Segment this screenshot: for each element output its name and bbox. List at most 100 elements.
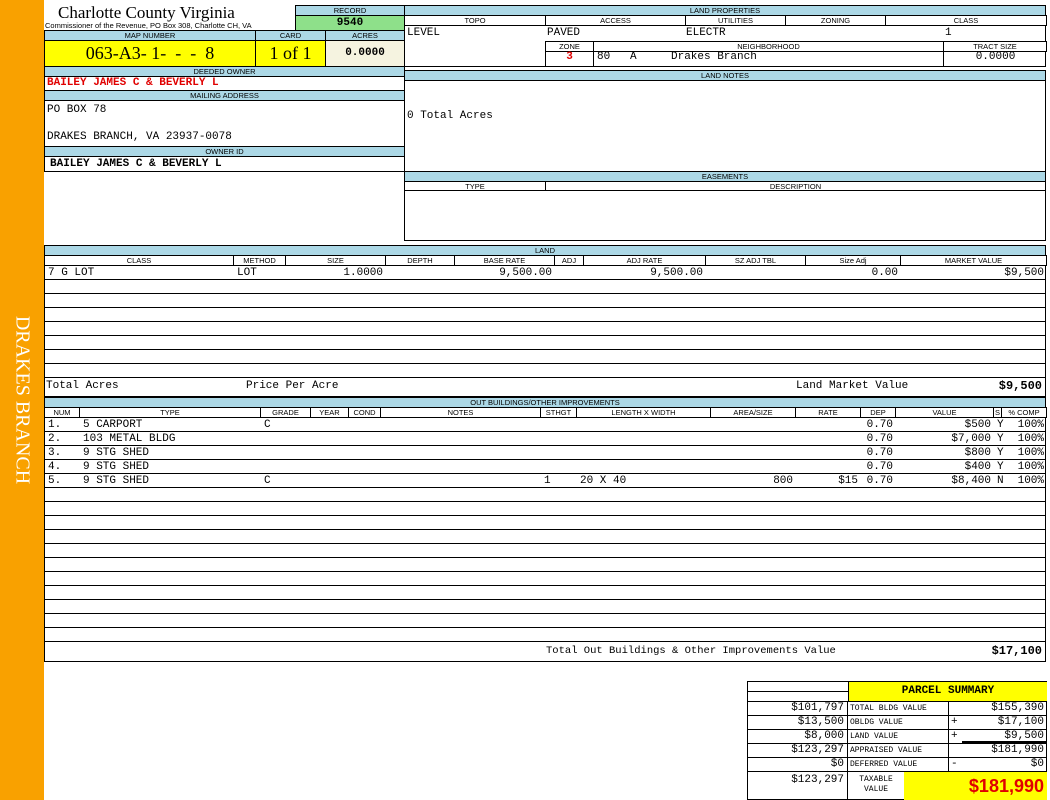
table-cell: Y <box>997 433 1004 445</box>
column-header: TYPE <box>79 407 261 418</box>
column-header: VALUE <box>895 407 994 418</box>
table-row <box>45 350 1045 364</box>
access-value: PAVED <box>547 27 581 39</box>
zone-value: 3 <box>545 51 594 67</box>
sidebar: DRAKES BRANCH <box>0 0 44 800</box>
table-cell: LOT <box>237 267 257 279</box>
address-line-2: DRAKES BRANCH, VA 23937-0078 <box>47 131 232 143</box>
table-row <box>45 280 1045 294</box>
outbuildings-table: NUM TYPE GRADE YEAR COND NOTES STHGT LENGTH X W… <box>44 407 1047 662</box>
summary-value: $155,390 <box>962 702 1047 716</box>
card-number: 1 of 1 <box>255 40 326 67</box>
deeded-owner: BAILEY JAMES C & BEVERLY L <box>44 76 405 91</box>
table-cell: 9 STG SHED <box>83 475 150 487</box>
access-label: ACCESS <box>545 15 686 26</box>
summary-label: LAND VALUE <box>848 730 948 744</box>
column-header: STHGT <box>540 407 577 418</box>
column-header: NUM <box>44 407 80 418</box>
column-header: SZ ADJ TBL <box>705 255 806 266</box>
page-subtitle: Commissioner of the Revenue, PO Box 308,… <box>45 21 252 30</box>
summary-operator <box>948 702 962 716</box>
column-header: % COMP <box>1001 407 1047 418</box>
table-cell: Y <box>997 419 1004 431</box>
table-cell: 100% <box>1017 433 1044 445</box>
mailing-address: PO BOX 78 DRAKES BRANCH, VA 23937-0078 <box>44 100 405 147</box>
table-row <box>45 488 1045 502</box>
table-row <box>45 322 1045 336</box>
table-cell: 2. <box>48 433 62 445</box>
table-cell: 1.0000 <box>343 267 383 279</box>
summary-operator <box>948 744 962 758</box>
owner-id: BAILEY JAMES C & BEVERLY L <box>44 156 405 172</box>
table-cell: 1 <box>544 475 551 487</box>
summary-value: $17,100 <box>962 716 1047 730</box>
topo-label: TOPO <box>404 15 546 26</box>
table-cell: 7 G LOT <box>48 267 95 279</box>
land-market-label: Land Market Value <box>796 380 909 392</box>
table-row <box>45 364 1045 378</box>
utilities-value: ELECTR <box>686 27 726 39</box>
table-cell: 9,500.00 <box>650 267 703 279</box>
table-row: 5. 9 STG SHED C 1 20 X 40 800 $15 0.70 $8,400 N 10… <box>45 474 1045 488</box>
column-header: BASE RATE <box>454 255 555 266</box>
page-title: Charlotte County Virginia <box>58 3 235 22</box>
acres-value: 0.0000 <box>325 40 405 67</box>
column-header: ADJ <box>554 255 584 266</box>
neighborhood-value: Drakes Branch <box>671 51 757 63</box>
table-row <box>45 614 1045 628</box>
summary-left-value: $8,000 <box>748 730 848 744</box>
table-row <box>45 558 1045 572</box>
column-header: YEAR <box>310 407 349 418</box>
column-header: NOTES <box>380 407 541 418</box>
column-header: Size Adj <box>805 255 901 266</box>
table-row <box>45 502 1045 516</box>
table-cell: 0.70 <box>866 419 893 431</box>
table-row: 4. 9 STG SHED 0.70 $400 Y 100% <box>45 460 1045 474</box>
summary-label: DEFERRED VALUE <box>848 758 948 772</box>
table-cell: 1. <box>48 419 62 431</box>
record-value: 9540 <box>295 15 405 31</box>
map-number: 063-A3- 1- - - 8 <box>44 40 256 67</box>
sidebar-label: DRAKES BRANCH <box>11 315 34 485</box>
neighborhood-code: 80 A <box>597 51 637 63</box>
table-cell: 800 <box>773 475 793 487</box>
total-acres-label: Total Acres <box>46 380 119 392</box>
table-row: 7 G LOT LOT 1.0000 9,500.00 9,500.00 0.00 $9,5… <box>45 266 1045 280</box>
table-row <box>45 530 1045 544</box>
utilities-label: UTILITIES <box>685 15 786 26</box>
table-cell: 20 X 40 <box>580 475 627 487</box>
table-cell: C <box>264 419 271 431</box>
table-cell: $15 <box>838 475 858 487</box>
land-properties: TOPO ACCESS UTILITIES ZONING CLASS LEVEL… <box>404 15 1047 67</box>
table-cell: $500 <box>964 419 991 431</box>
table-row: 3. 9 STG SHED 0.70 $800 Y 100% <box>45 446 1045 460</box>
summary-operator: + <box>948 730 962 744</box>
column-header: CLASS <box>44 255 234 266</box>
outbuildings-total-label: Total Out Buildings & Other Improvements… <box>546 645 836 657</box>
table-cell: 3. <box>48 447 62 459</box>
summary-operator: + <box>948 716 962 730</box>
table-cell: 100% <box>1017 447 1044 459</box>
column-header: RATE <box>795 407 861 418</box>
table-row <box>45 628 1045 642</box>
table-cell: Y <box>997 461 1004 473</box>
summary-title: PARCEL SUMMARY <box>848 682 1047 702</box>
table-row: 2. 103 METAL BLDG 0.70 $7,000 Y 100% <box>45 432 1045 446</box>
table-cell: 0.70 <box>866 475 893 487</box>
column-header: LENGTH X WIDTH <box>576 407 711 418</box>
table-cell: $8,400 <box>951 475 991 487</box>
table-row <box>45 336 1045 350</box>
land-notes: 0 Total Acres <box>404 80 1046 172</box>
table-row <box>45 516 1045 530</box>
price-per-acre-label: Price Per Acre <box>246 380 339 392</box>
table-cell: $800 <box>964 447 991 459</box>
zoning-label: ZONING <box>785 15 886 26</box>
topo-value: LEVEL <box>407 27 441 39</box>
class-label: CLASS <box>885 15 1047 26</box>
table-row <box>45 294 1045 308</box>
table-cell: 9,500.00 <box>499 267 552 279</box>
summary-left-value: $0 <box>748 758 848 772</box>
table-cell: 9 STG SHED <box>83 461 150 473</box>
outbuildings-total: $17,100 <box>991 644 1042 658</box>
column-header: SIZE <box>285 255 386 266</box>
